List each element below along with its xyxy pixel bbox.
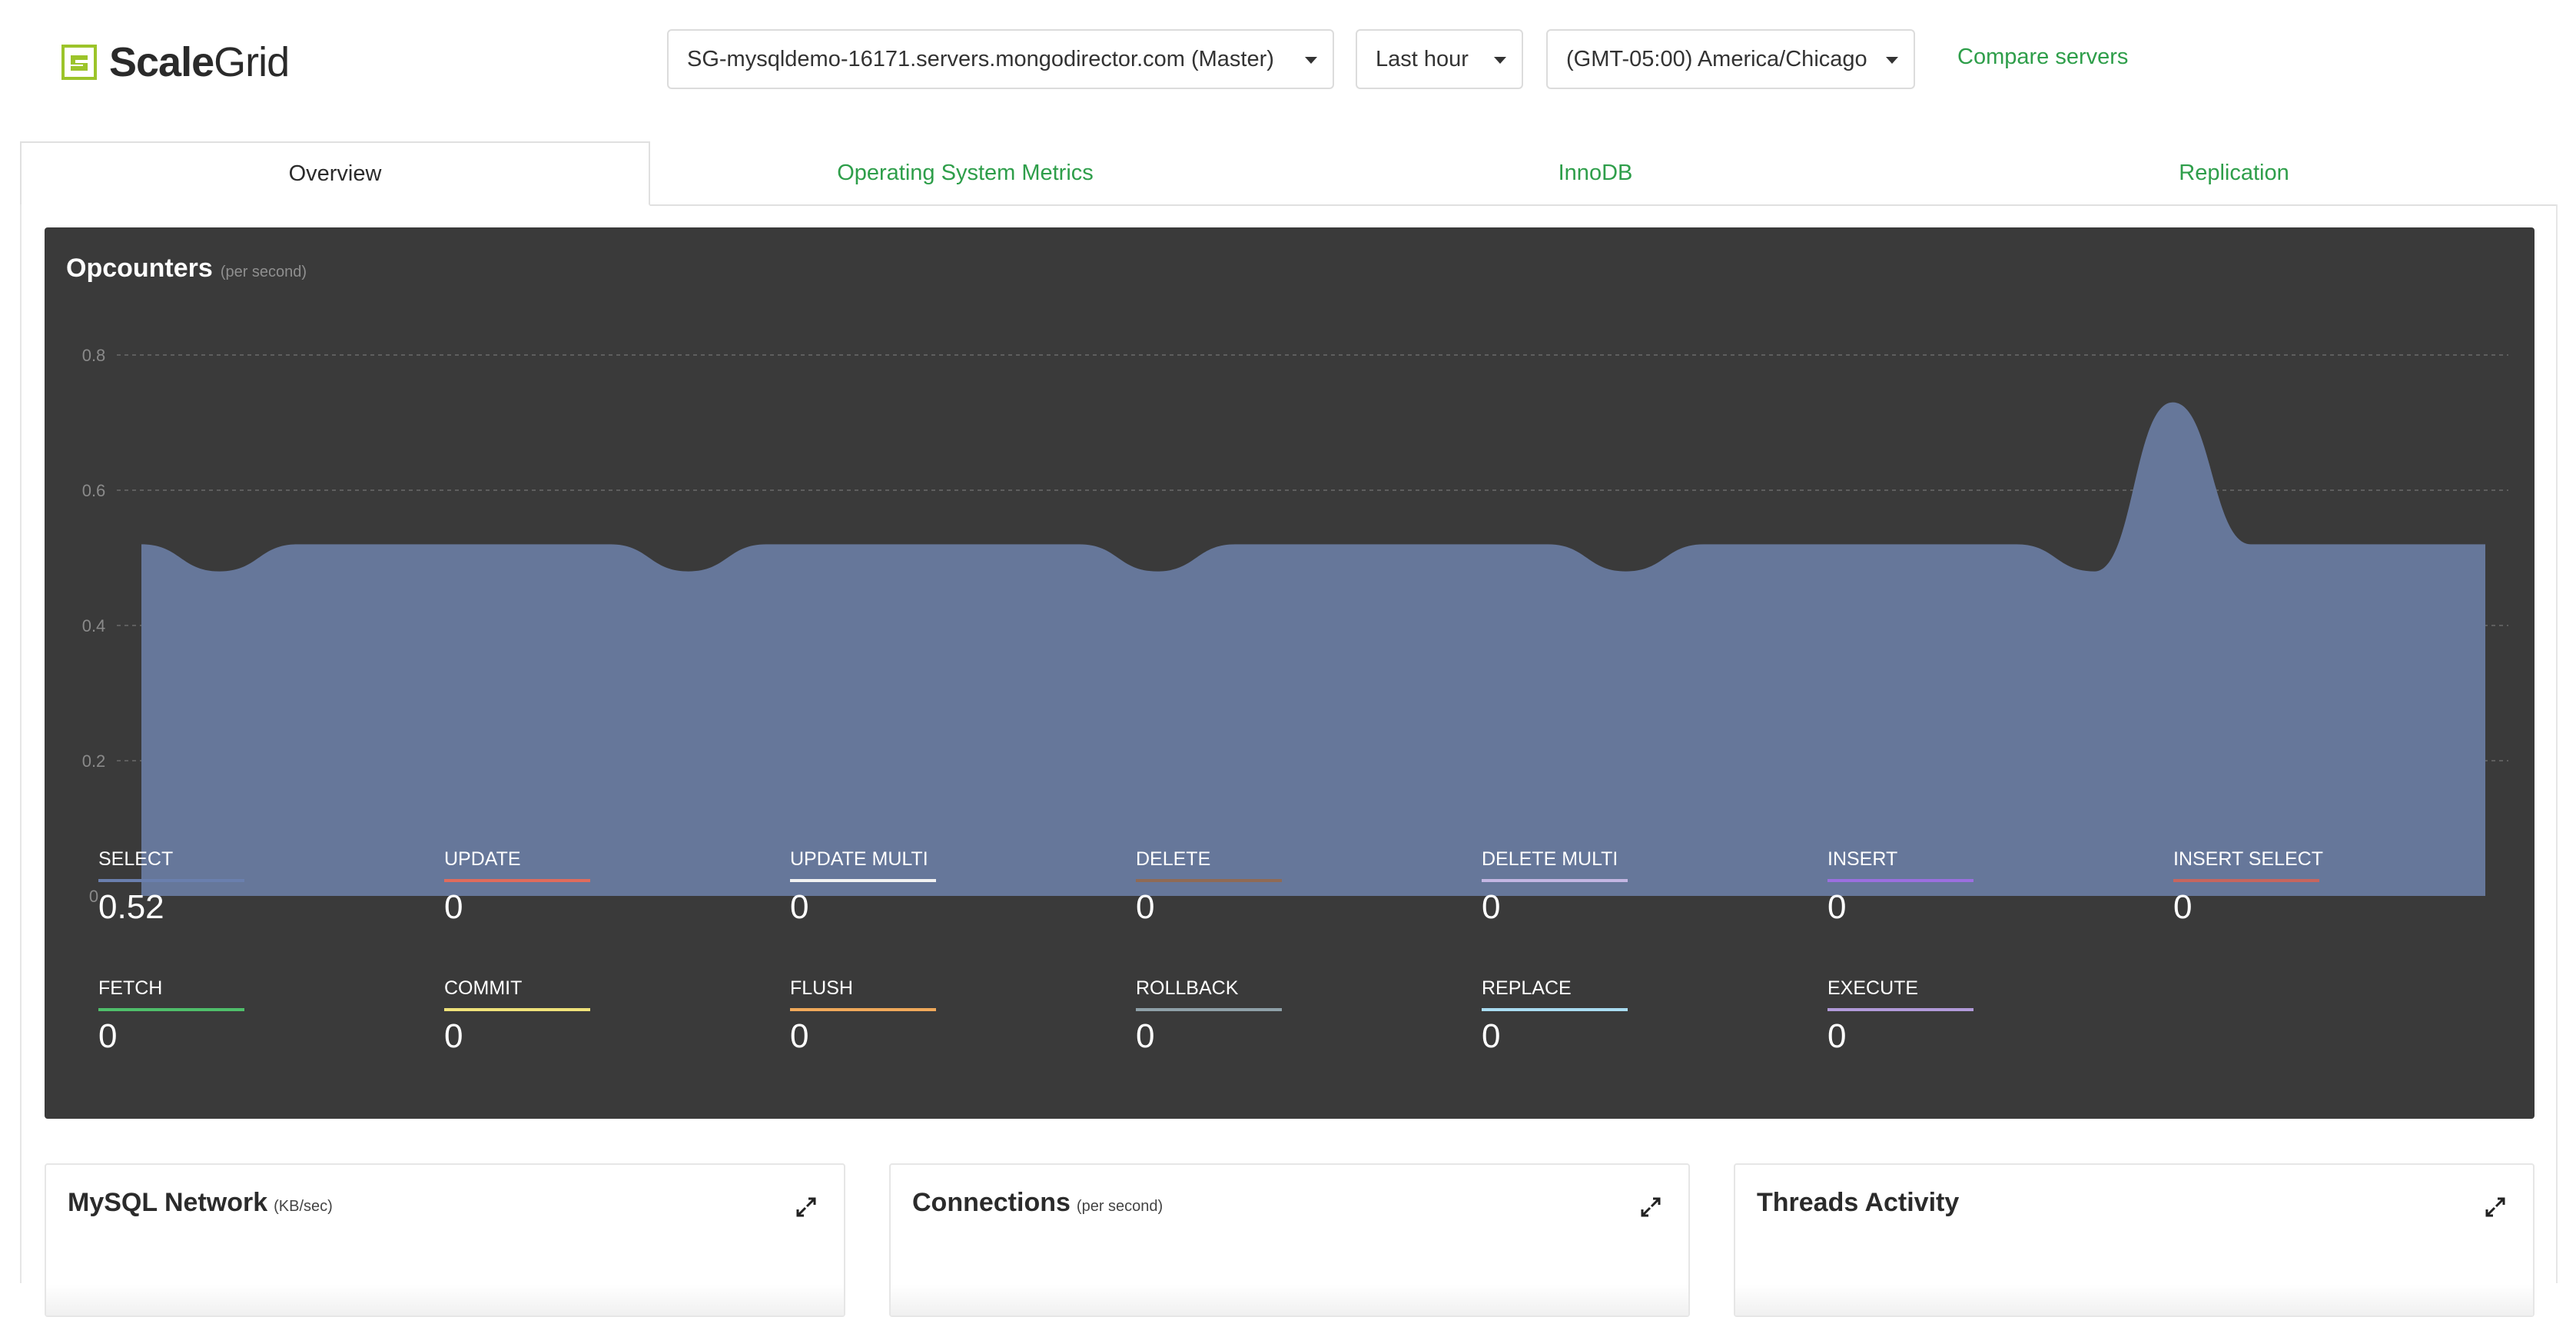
mysql-network-card: MySQL Network (KB/sec) [45,1163,845,1317]
brand-name: ScaleGrid [109,39,290,85]
expand-icon[interactable] [2484,1196,2507,1219]
metric-flush[interactable]: FLUSH 0 [790,977,1021,1055]
metric-value: 0 [790,1017,809,1055]
scalegrid-logo[interactable]: ScaleGrid [61,38,290,86]
timezone-value: (GMT-05:00) America/Chicago [1566,46,1867,71]
y-tick-label: 0.2 [82,751,106,771]
server-select[interactable]: SG-mysqldemo-16171.servers.mongodirector… [667,29,1334,89]
header-bar: ScaleGrid SG-mysqldemo-16171.servers.mon… [0,0,2576,123]
metric-delete[interactable]: DELETE 0 [1136,848,1366,926]
y-tick-label: 0.4 [82,616,106,635]
connections-subtitle: (per second) [1076,1198,1164,1215]
metric-color-line [790,1008,936,1011]
timezone-select[interactable]: (GMT-05:00) America/Chicago [1546,29,1915,89]
opcounters-title: Opcounters (per second) [66,254,307,283]
metric-rollback[interactable]: ROLLBACK 0 [1136,977,1366,1055]
metric-value: 0 [790,888,809,926]
compare-servers-link[interactable]: Compare servers [1957,45,2129,69]
metric-value: 0 [1482,888,1501,926]
y-tick-label: 0.8 [82,346,106,365]
metric-color-line [1482,879,1628,882]
opcounters-chart[interactable]: 0 0.2 0.4 0.6 0.8 [45,320,2535,1042]
metric-replace[interactable]: REPLACE 0 [1482,977,1712,1055]
chevron-down-icon [1494,57,1506,64]
metric-color-line [2173,879,2319,882]
series-area-select[interactable] [141,402,2485,896]
metric-label: FETCH [98,977,163,999]
metric-value: 0 [98,1017,118,1055]
tab-overview[interactable]: Overview [20,141,650,206]
tab-bar: Overview Operating System Metrics InnoDB… [20,141,2558,206]
metric-commit[interactable]: COMMIT 0 [444,977,675,1055]
metric-label: REPLACE [1482,977,1572,999]
metric-label: UPDATE [444,848,521,870]
metric-color-line [1136,879,1282,882]
mysql-network-subtitle: (KB/sec) [274,1198,333,1215]
metric-fetch[interactable]: FETCH 0 [98,977,329,1055]
connections-title: Connections (per second) [912,1188,1164,1217]
metric-label: EXECUTE [1827,977,1919,999]
metric-color-line [1482,1008,1628,1011]
server-select-value: SG-mysqldemo-16171.servers.mongodirector… [687,46,1274,71]
metric-color-line [444,1008,590,1011]
expand-icon[interactable] [795,1196,818,1219]
y-tick-label: 0.6 [82,481,106,500]
card-fade [46,1285,844,1315]
chevron-down-icon [1305,57,1317,64]
card-fade [891,1285,1688,1315]
metric-label: SELECT [98,848,174,870]
opcounters-panel: Opcounters (per second) 0 0.2 0.4 0.6 0.8 SEL… [45,227,2535,1119]
metric-label: FLUSH [790,977,853,999]
metric-label: INSERT SELECT [2173,848,2323,870]
metric-label: UPDATE MULTI [790,848,928,870]
metric-value: 0.52 [98,888,164,926]
y-tick-label: 0 [89,887,98,906]
metric-value: 0 [1136,1017,1155,1055]
metric-value: 0 [1482,1017,1501,1055]
threads-activity-card: Threads Activity [1734,1163,2535,1317]
metric-value: 0 [1136,888,1155,926]
metric-value: 0 [444,1017,463,1055]
metric-update[interactable]: UPDATE 0 [444,848,675,926]
metric-label: DELETE [1136,848,1211,870]
chevron-down-icon [1886,57,1898,64]
threads-activity-title: Threads Activity [1757,1188,1960,1217]
connections-card: Connections (per second) [889,1163,1690,1317]
metric-update-multi[interactable]: UPDATE MULTI 0 [790,848,1021,926]
metric-insert[interactable]: INSERT 0 [1827,848,2058,926]
metric-label: ROLLBACK [1136,977,1239,999]
scalegrid-logo-icon [61,45,97,80]
metric-value: 0 [444,888,463,926]
time-range-value: Last hour [1376,46,1469,71]
metric-value: 0 [1827,888,1847,926]
time-range-select[interactable]: Last hour [1356,29,1523,89]
metric-color-line [1827,879,1973,882]
metric-label: INSERT [1827,848,1898,870]
metric-color-line [98,1008,244,1011]
expand-icon[interactable] [1639,1196,1662,1219]
metric-color-line [444,879,590,882]
tab-replication[interactable]: Replication [2179,160,2289,185]
card-fade [1735,1285,2533,1315]
tab-operating-system-metrics[interactable]: Operating System Metrics [837,160,1094,185]
metric-value: 0 [2173,888,2193,926]
opcounters-subtitle: (per second) [220,264,307,280]
metric-value: 0 [1827,1017,1847,1055]
metric-color-line [1136,1008,1282,1011]
metric-select[interactable]: SELECT 0.52 [98,848,329,926]
metric-label: DELETE MULTI [1482,848,1618,870]
metric-color-line [1827,1008,1973,1011]
tab-innodb[interactable]: InnoDB [1558,160,1633,185]
tab-content-frame [20,204,2558,1283]
metric-label: COMMIT [444,977,523,999]
metric-execute[interactable]: EXECUTE 0 [1827,977,2058,1055]
metric-color-line [98,879,244,882]
metric-insert-select[interactable]: INSERT SELECT 0 [2173,848,2404,926]
mysql-network-title: MySQL Network (KB/sec) [68,1188,333,1217]
metric-color-line [790,879,936,882]
metric-delete-multi[interactable]: DELETE MULTI 0 [1482,848,1712,926]
